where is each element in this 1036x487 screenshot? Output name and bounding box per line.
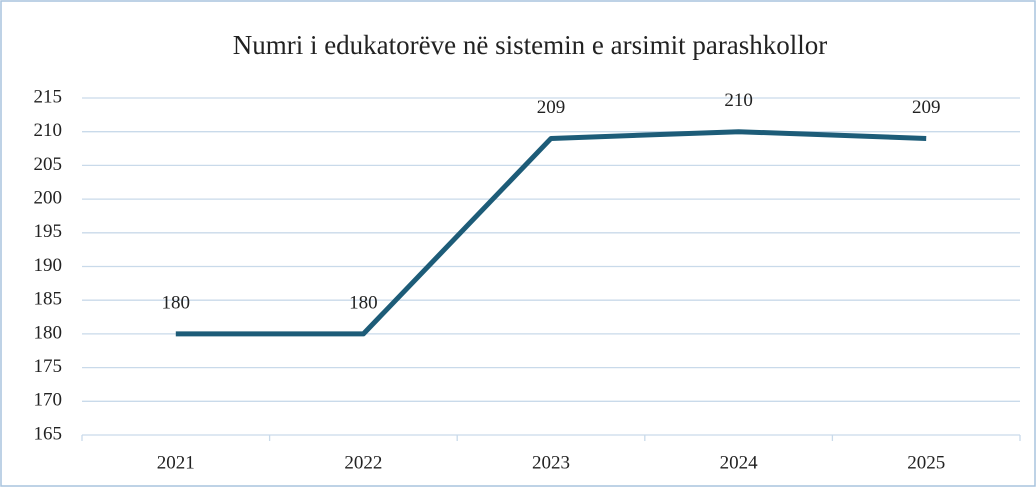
y-tick-label: 190: [34, 255, 63, 276]
data-line: [175, 129, 927, 337]
y-tick-label: 205: [34, 154, 63, 175]
y-tick-label: 200: [34, 187, 63, 208]
data-label: 180: [349, 292, 378, 313]
data-label: 180: [162, 292, 191, 313]
x-tick-label: 2025: [907, 452, 945, 473]
y-tick-label: 195: [34, 221, 63, 242]
y-tick-label: 165: [34, 423, 63, 444]
y-tick-label: 175: [34, 356, 63, 377]
data-label: 210: [724, 90, 753, 111]
data-label: 209: [537, 97, 566, 118]
y-tick-label: 210: [34, 120, 63, 141]
chart-title: Numri i edukatorëve në sistemin e arsimi…: [233, 30, 828, 60]
x-tick-label: 2024: [720, 452, 759, 473]
y-tick-label: 180: [34, 322, 63, 343]
y-tick-label: 185: [34, 289, 63, 310]
y-tick-label: 215: [34, 86, 63, 107]
data-label: 209: [912, 97, 941, 118]
x-tick-label: 2021: [157, 452, 195, 473]
x-tick-label: 2023: [532, 452, 570, 473]
x-tick-label: 2022: [344, 452, 382, 473]
y-tick-label: 170: [34, 390, 63, 411]
